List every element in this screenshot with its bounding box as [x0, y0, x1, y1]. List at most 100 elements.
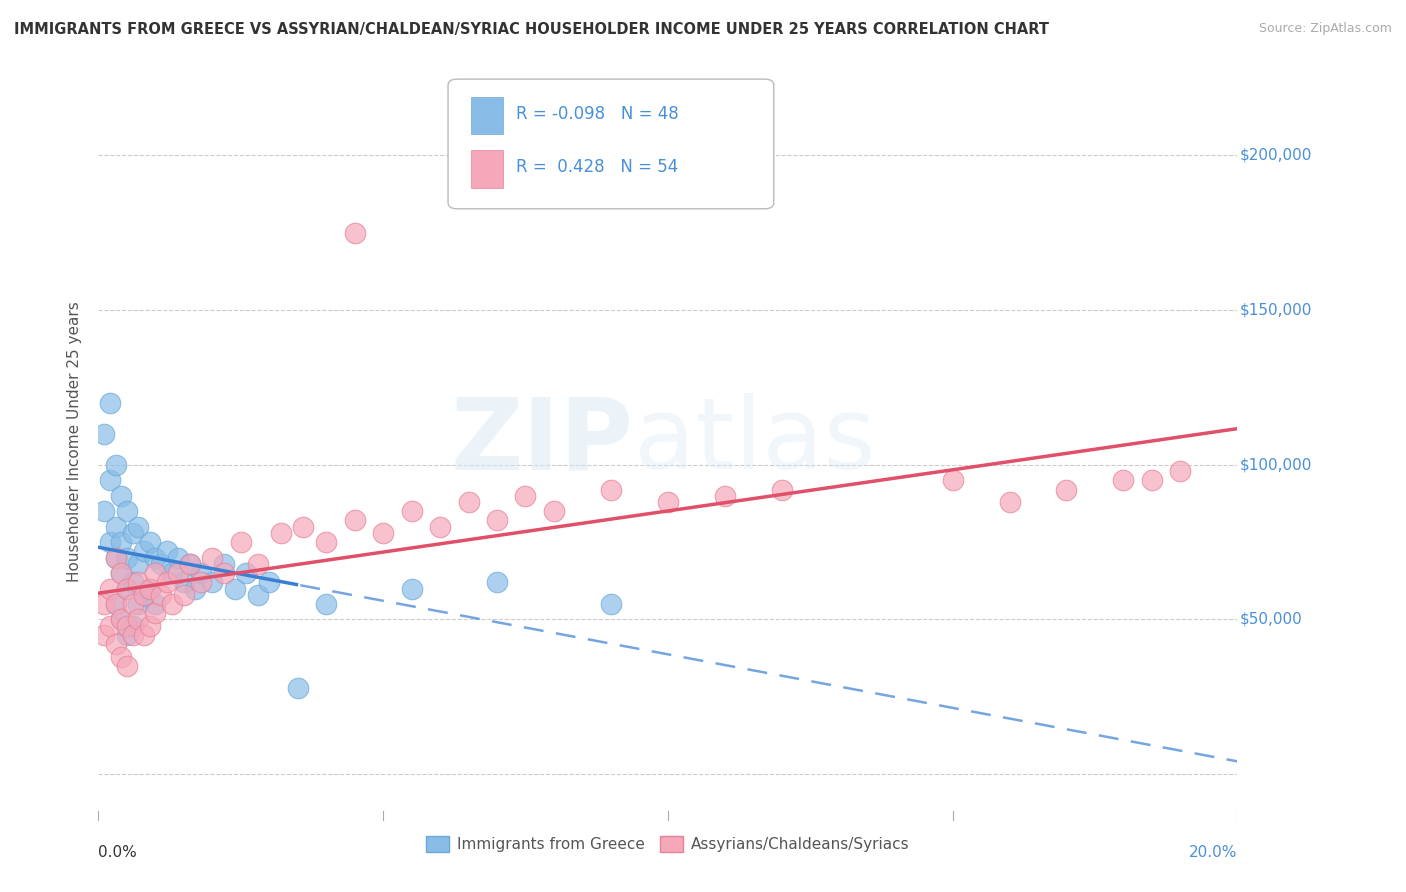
Point	[156, 575, 179, 590]
Point	[110, 489, 132, 503]
Point	[600, 597, 623, 611]
Point	[98, 396, 121, 410]
Point	[145, 566, 167, 580]
Point	[121, 628, 143, 642]
Point	[138, 582, 160, 596]
Point	[93, 504, 115, 518]
Text: ZIP: ZIP	[451, 393, 634, 490]
Point	[110, 612, 132, 626]
Point	[486, 513, 509, 527]
Point	[173, 588, 195, 602]
Point	[138, 618, 160, 632]
Point	[343, 513, 366, 527]
Point	[770, 483, 793, 497]
Point	[110, 649, 132, 664]
Point	[127, 557, 149, 571]
Point	[515, 489, 537, 503]
Point	[115, 550, 138, 565]
Point	[229, 535, 252, 549]
Text: Source: ZipAtlas.com: Source: ZipAtlas.com	[1258, 22, 1392, 36]
Point	[315, 597, 337, 611]
Point	[98, 535, 121, 549]
Point	[150, 557, 173, 571]
Point	[104, 597, 127, 611]
Point	[401, 504, 423, 518]
Point	[162, 597, 184, 611]
Text: $200,000: $200,000	[1240, 148, 1312, 162]
Point	[127, 575, 149, 590]
Text: 20.0%: 20.0%	[1189, 846, 1237, 861]
Point	[104, 550, 127, 565]
FancyBboxPatch shape	[471, 150, 503, 187]
Point	[145, 607, 167, 621]
Text: 0.0%: 0.0%	[98, 846, 138, 861]
Point	[156, 544, 179, 558]
Point	[115, 628, 138, 642]
Point	[246, 588, 269, 602]
FancyBboxPatch shape	[471, 96, 503, 135]
Point	[190, 566, 212, 580]
Point	[104, 458, 127, 472]
Point	[429, 519, 451, 533]
Point	[121, 525, 143, 540]
Point	[98, 618, 121, 632]
Point	[132, 544, 155, 558]
Point	[93, 628, 115, 642]
Point	[401, 582, 423, 596]
Point	[121, 575, 143, 590]
Point	[292, 519, 315, 533]
Point	[373, 525, 395, 540]
Point	[246, 557, 269, 571]
Point	[104, 637, 127, 651]
Point	[190, 575, 212, 590]
Text: $150,000: $150,000	[1240, 302, 1312, 318]
Point	[93, 426, 115, 441]
Point	[127, 612, 149, 626]
Point	[145, 550, 167, 565]
Point	[224, 582, 246, 596]
Point	[104, 519, 127, 533]
Point	[162, 566, 184, 580]
Point	[600, 483, 623, 497]
Point	[132, 588, 155, 602]
FancyBboxPatch shape	[449, 79, 773, 209]
Point	[138, 582, 160, 596]
Point	[98, 473, 121, 487]
Text: $50,000: $50,000	[1240, 612, 1302, 627]
Point	[115, 582, 138, 596]
Point	[173, 575, 195, 590]
Point	[98, 582, 121, 596]
Point	[115, 659, 138, 673]
Point	[179, 557, 201, 571]
Point	[287, 681, 309, 695]
Point	[998, 495, 1021, 509]
Y-axis label: Householder Income Under 25 years: Householder Income Under 25 years	[67, 301, 83, 582]
Text: $100,000: $100,000	[1240, 458, 1312, 472]
Point	[201, 550, 224, 565]
Point	[145, 597, 167, 611]
Point	[315, 535, 337, 549]
Legend: Immigrants from Greece, Assyrians/Chaldeans/Syriacs: Immigrants from Greece, Assyrians/Chalde…	[420, 830, 915, 858]
Point	[115, 582, 138, 596]
Point	[110, 566, 132, 580]
Point	[235, 566, 257, 580]
Point	[486, 575, 509, 590]
Point	[104, 550, 127, 565]
Point	[167, 566, 190, 580]
Point	[457, 495, 479, 509]
Point	[657, 495, 679, 509]
Point	[543, 504, 565, 518]
Point	[132, 628, 155, 642]
Point	[167, 550, 190, 565]
Point	[150, 588, 173, 602]
Point	[212, 557, 235, 571]
Point	[179, 557, 201, 571]
Point	[138, 535, 160, 549]
Point	[121, 618, 143, 632]
Point	[104, 597, 127, 611]
Point	[93, 597, 115, 611]
Point	[942, 473, 965, 487]
Point	[259, 575, 281, 590]
Point	[115, 618, 138, 632]
Text: R =  0.428   N = 54: R = 0.428 N = 54	[516, 158, 679, 176]
